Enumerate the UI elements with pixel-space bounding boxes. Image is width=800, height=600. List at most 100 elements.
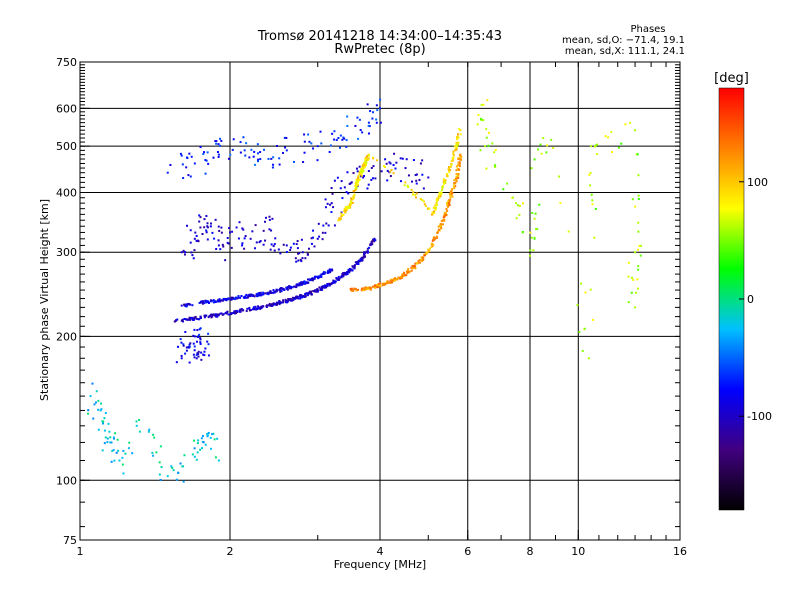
data-point xyxy=(97,399,100,402)
data-point xyxy=(367,287,370,290)
data-point xyxy=(372,177,375,180)
data-point xyxy=(636,287,639,290)
chart-subtitle: RwPretec (8p) xyxy=(334,42,425,57)
data-point xyxy=(159,478,162,481)
data-point xyxy=(235,309,238,312)
data-point xyxy=(353,287,356,290)
data-point xyxy=(160,466,163,469)
data-point xyxy=(480,103,483,106)
data-point xyxy=(248,307,251,310)
data-point xyxy=(173,320,176,323)
data-point xyxy=(411,193,414,196)
data-point xyxy=(259,306,262,309)
data-point xyxy=(455,165,458,168)
data-point xyxy=(294,257,297,260)
data-point xyxy=(188,316,191,319)
data-point xyxy=(511,196,514,199)
data-point xyxy=(386,179,389,182)
data-point xyxy=(220,312,223,315)
data-point xyxy=(265,305,268,308)
data-point xyxy=(228,227,231,230)
data-point xyxy=(366,158,369,161)
data-point xyxy=(308,279,311,282)
data-point xyxy=(433,237,436,240)
data-point xyxy=(103,429,106,432)
data-point xyxy=(217,239,220,242)
data-point xyxy=(193,335,196,338)
data-point xyxy=(183,454,186,457)
data-point xyxy=(458,162,461,165)
data-point xyxy=(91,382,94,385)
data-point xyxy=(236,297,239,300)
data-point xyxy=(323,272,326,275)
data-point xyxy=(254,163,257,166)
data-point xyxy=(197,439,200,442)
data-point xyxy=(177,471,180,474)
data-point xyxy=(321,287,324,290)
data-point xyxy=(298,282,301,285)
data-point xyxy=(396,278,399,281)
data-point xyxy=(189,175,192,178)
data-point xyxy=(193,328,196,331)
data-point xyxy=(440,189,443,192)
data-point xyxy=(637,230,640,233)
data-point xyxy=(333,224,336,227)
data-point xyxy=(263,220,266,223)
data-point xyxy=(294,297,297,300)
data-point xyxy=(350,197,353,200)
data-point xyxy=(403,184,406,187)
data-point xyxy=(446,175,449,178)
data-point xyxy=(436,198,439,201)
data-point xyxy=(191,254,194,257)
data-point xyxy=(438,194,441,197)
y-axis-label: Stationary phase Virtual Height [km] xyxy=(38,199,51,401)
colorbar-tick-label: -100 xyxy=(747,410,772,423)
data-point xyxy=(346,124,349,127)
data-point xyxy=(430,245,433,248)
data-point xyxy=(424,204,427,207)
data-point xyxy=(111,449,114,452)
data-point xyxy=(337,137,340,140)
data-point xyxy=(211,433,214,436)
data-point xyxy=(457,161,460,164)
data-point xyxy=(379,98,382,101)
data-point xyxy=(448,200,451,203)
data-point xyxy=(248,309,251,312)
data-point xyxy=(219,300,222,303)
data-point xyxy=(399,180,402,183)
data-point xyxy=(324,198,327,201)
data-point xyxy=(632,278,635,281)
data-point xyxy=(225,298,228,301)
data-point xyxy=(122,449,125,452)
data-point xyxy=(288,285,291,288)
data-point xyxy=(379,107,381,110)
data-point xyxy=(196,239,199,242)
data-point xyxy=(92,417,95,420)
data-point xyxy=(217,244,220,247)
data-point xyxy=(235,296,238,299)
data-point xyxy=(218,298,221,301)
data-point xyxy=(638,244,641,247)
data-point xyxy=(112,448,115,451)
data-point xyxy=(206,226,209,229)
x-tick-label: 6 xyxy=(464,545,471,558)
data-point xyxy=(297,284,300,287)
data-point xyxy=(594,207,597,210)
data-point xyxy=(272,289,275,292)
data-point xyxy=(369,243,372,246)
data-point xyxy=(494,164,497,167)
data-point xyxy=(327,224,330,227)
data-point xyxy=(254,247,257,250)
data-point xyxy=(202,441,205,444)
data-point xyxy=(457,136,460,139)
data-point xyxy=(340,215,343,218)
data-point xyxy=(217,155,220,158)
data-point xyxy=(353,193,356,196)
data-point xyxy=(387,281,390,284)
data-point xyxy=(215,247,218,250)
data-point xyxy=(457,141,460,144)
data-point xyxy=(476,123,479,126)
data-point xyxy=(338,277,341,280)
data-point xyxy=(347,268,350,271)
data-point xyxy=(307,133,310,136)
